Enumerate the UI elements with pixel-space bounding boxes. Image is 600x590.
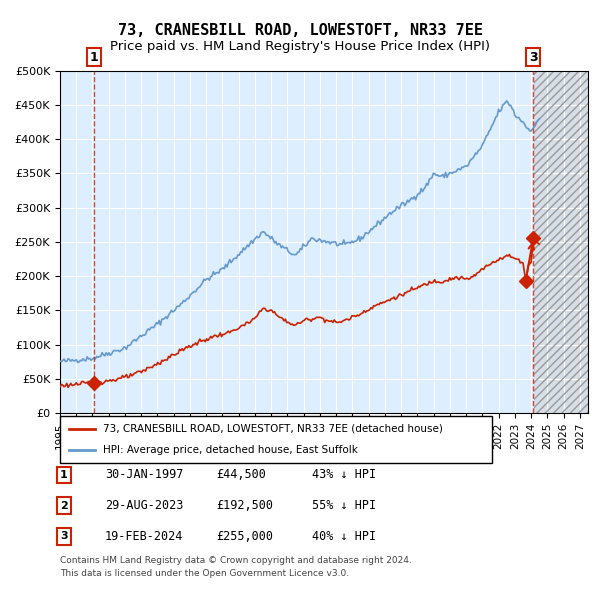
Text: 40% ↓ HPI: 40% ↓ HPI (312, 530, 376, 543)
Text: 43% ↓ HPI: 43% ↓ HPI (312, 468, 376, 481)
Text: This data is licensed under the Open Government Licence v3.0.: This data is licensed under the Open Gov… (60, 569, 349, 578)
Text: Contains HM Land Registry data © Crown copyright and database right 2024.: Contains HM Land Registry data © Crown c… (60, 556, 412, 565)
Text: 73, CRANESBILL ROAD, LOWESTOFT, NR33 7EE: 73, CRANESBILL ROAD, LOWESTOFT, NR33 7EE (118, 24, 482, 38)
Text: £44,500: £44,500 (216, 468, 266, 481)
Bar (533, 71, 588, 413)
Text: Price paid vs. HM Land Registry's House Price Index (HPI): Price paid vs. HM Land Registry's House … (110, 40, 490, 53)
Text: 3: 3 (60, 532, 68, 541)
FancyBboxPatch shape (60, 416, 492, 463)
Text: 19-FEB-2024: 19-FEB-2024 (105, 530, 184, 543)
Text: £255,000: £255,000 (216, 530, 273, 543)
Text: 30-JAN-1997: 30-JAN-1997 (105, 468, 184, 481)
Text: 1: 1 (89, 51, 98, 64)
Text: 2: 2 (60, 501, 68, 510)
Text: 73, CRANESBILL ROAD, LOWESTOFT, NR33 7EE (detached house): 73, CRANESBILL ROAD, LOWESTOFT, NR33 7EE… (103, 424, 443, 434)
Text: 1: 1 (60, 470, 68, 480)
Text: £192,500: £192,500 (216, 499, 273, 512)
Text: 55% ↓ HPI: 55% ↓ HPI (312, 499, 376, 512)
Text: HPI: Average price, detached house, East Suffolk: HPI: Average price, detached house, East… (103, 445, 358, 455)
Text: 29-AUG-2023: 29-AUG-2023 (105, 499, 184, 512)
Bar (533, 71, 588, 413)
Text: 3: 3 (529, 51, 538, 64)
